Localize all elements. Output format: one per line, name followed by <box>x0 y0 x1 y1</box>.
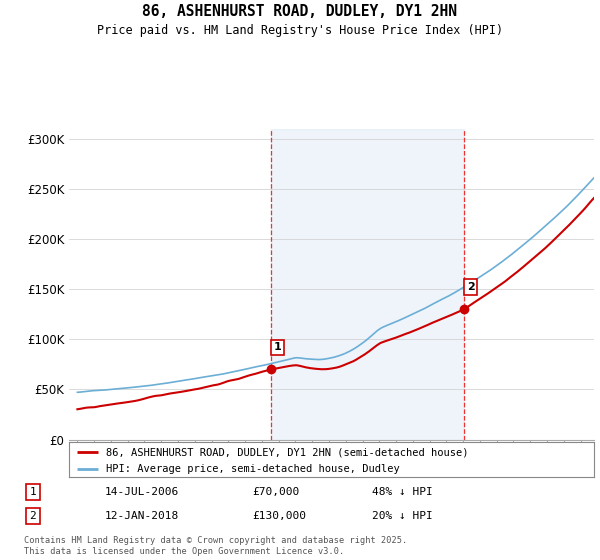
Text: 12-JAN-2018: 12-JAN-2018 <box>105 511 179 521</box>
Text: 1: 1 <box>274 342 281 352</box>
Text: £130,000: £130,000 <box>252 511 306 521</box>
Text: Price paid vs. HM Land Registry's House Price Index (HPI): Price paid vs. HM Land Registry's House … <box>97 24 503 36</box>
Text: 86, ASHENHURST ROAD, DUDLEY, DY1 2HN: 86, ASHENHURST ROAD, DUDLEY, DY1 2HN <box>143 4 458 20</box>
Text: 20% ↓ HPI: 20% ↓ HPI <box>372 511 433 521</box>
Text: 2: 2 <box>467 282 475 292</box>
Text: 2: 2 <box>29 511 37 521</box>
Text: £70,000: £70,000 <box>252 487 299 497</box>
Text: 48% ↓ HPI: 48% ↓ HPI <box>372 487 433 497</box>
Text: Contains HM Land Registry data © Crown copyright and database right 2025.
This d: Contains HM Land Registry data © Crown c… <box>24 536 407 556</box>
Text: HPI: Average price, semi-detached house, Dudley: HPI: Average price, semi-detached house,… <box>106 464 400 474</box>
Text: 86, ASHENHURST ROAD, DUDLEY, DY1 2HN (semi-detached house): 86, ASHENHURST ROAD, DUDLEY, DY1 2HN (se… <box>106 447 468 457</box>
Bar <box>271 129 464 440</box>
Text: 14-JUL-2006: 14-JUL-2006 <box>105 487 179 497</box>
Text: 1: 1 <box>29 487 37 497</box>
